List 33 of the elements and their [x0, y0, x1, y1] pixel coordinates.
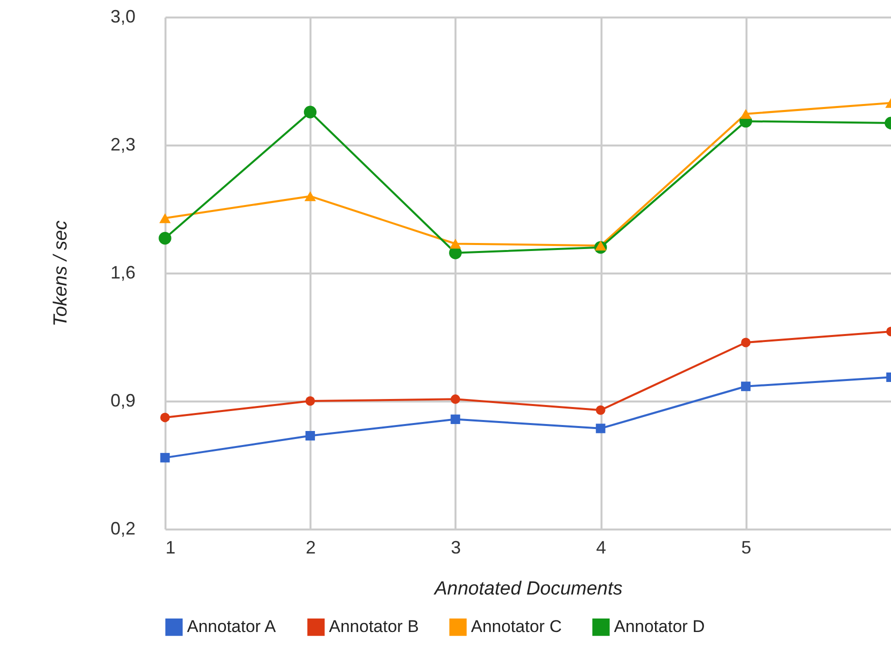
x-tick-label: 1	[166, 538, 176, 558]
point	[741, 338, 751, 348]
point	[305, 431, 315, 440]
point	[159, 213, 171, 224]
y-tick-label: 0,2	[110, 518, 136, 538]
point	[450, 414, 460, 424]
y-tick-label: 3,0	[110, 6, 136, 26]
x-tick-label: 2	[306, 538, 316, 558]
x-tick-label: 4	[596, 538, 606, 558]
point	[596, 424, 606, 434]
x-tick-label: 5	[741, 538, 752, 558]
point	[741, 382, 751, 392]
point	[740, 108, 752, 119]
legend-label: Annotator A	[187, 617, 277, 636]
point	[596, 405, 606, 415]
point	[305, 396, 315, 406]
point	[450, 394, 460, 404]
point	[158, 232, 172, 245]
y-tick-label: 1,6	[110, 262, 136, 282]
point	[160, 452, 170, 462]
legend-label: Annotator B	[329, 617, 419, 636]
legend-label: Annotator C	[471, 617, 562, 636]
x-tick-label: 3	[450, 538, 461, 558]
point	[304, 106, 317, 118]
y-axis-title: Tokens / sec	[50, 220, 72, 326]
point	[594, 240, 606, 251]
point	[160, 412, 170, 422]
point	[450, 238, 462, 249]
y-tick-label: 2,3	[110, 134, 136, 154]
legend-label: Annotator D	[614, 617, 705, 636]
point	[304, 191, 316, 202]
y-tick-label: 0,9	[110, 390, 136, 410]
x-axis-title: Annotated Documents	[433, 578, 623, 600]
